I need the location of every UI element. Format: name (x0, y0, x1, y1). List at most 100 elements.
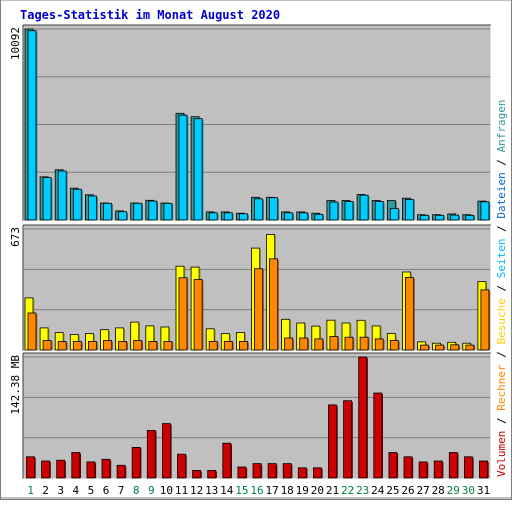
bar-rechner-day-22 (344, 336, 354, 351)
panel-bottom: 142.38 MB (9, 352, 492, 480)
plot-area (23, 353, 491, 479)
bar-dateien-day-15 (238, 213, 248, 221)
bar-volumen-day-23 (358, 356, 368, 479)
vertical-legend: Volumen / Rechner / Besuche / Seiten / D… (495, 99, 508, 477)
bar-rechner-day-29 (450, 344, 460, 351)
plot-area (23, 25, 491, 221)
bar-volumen-day-16 (252, 463, 262, 479)
bar-rechner-day-26 (404, 277, 414, 351)
x-tick-label-day-18: 18 (281, 484, 294, 497)
bar-volumen-day-21 (328, 404, 337, 479)
x-tick-label-day-7: 7 (118, 484, 125, 497)
x-tick-label-day-14: 14 (220, 484, 234, 497)
bar-dateien-day-28 (435, 214, 445, 221)
legend-separator: / (495, 278, 508, 298)
bar-rechner-day-1 (27, 312, 37, 351)
x-tick-label-day-30: 30 (462, 484, 475, 497)
bar-volumen-day-19 (297, 467, 307, 479)
bar-dateien-day-3 (57, 170, 67, 221)
legend-entry-anfragen: Anfragen (495, 99, 508, 152)
x-tick-label-day-2: 2 (42, 484, 49, 497)
bar-rechner-day-10 (163, 340, 173, 351)
bar-volumen-day-12 (192, 469, 202, 479)
bar-rechner-day-8 (133, 340, 143, 351)
bar-volumen-day-30 (463, 456, 473, 479)
bar-rechner-day-16 (254, 268, 263, 351)
legend-separator: / (495, 345, 508, 365)
x-axis: 1 2 3 4 5 6 7 8 9 10 11 12 13 14 15 16 17 18 19 20 21 22 23 24 2… (27, 484, 490, 497)
bar-rechner-day-25 (389, 340, 399, 351)
x-tick-label-day-8: 8 (133, 484, 140, 497)
bar-rechner-day-7 (118, 340, 127, 351)
bar-dateien-day-17 (269, 197, 278, 221)
bar-rechner-day-28 (435, 344, 445, 351)
bar-volumen-day-28 (433, 460, 443, 479)
bar-dateien-day-13 (208, 212, 218, 221)
x-tick-label-day-27: 27 (416, 484, 429, 497)
bar-dateien-day-24 (374, 201, 384, 221)
x-tick-label-day-10: 10 (160, 484, 173, 497)
x-tick-label-day-11: 11 (175, 484, 188, 497)
bar-dateien-day-8 (133, 202, 143, 221)
y-max-label: 673 (9, 227, 22, 247)
bar-dateien-day-25 (389, 208, 399, 221)
bar-volumen-day-6 (101, 458, 111, 479)
bar-volumen-day-13 (207, 469, 217, 479)
x-tick-label-day-12: 12 (190, 484, 203, 497)
bar-volumen-day-20 (312, 467, 322, 479)
x-tick-label-day-28: 28 (432, 484, 445, 497)
bar-volumen-day-15 (237, 466, 247, 479)
bar-rechner-day-19 (299, 337, 309, 351)
bar-rechner-day-9 (148, 340, 158, 351)
x-tick-label-day-15: 15 (235, 484, 248, 497)
bar-volumen-day-2 (41, 460, 50, 479)
x-tick-label-day-4: 4 (72, 484, 79, 497)
bar-rechner-day-30 (465, 344, 475, 351)
x-tick-label-day-13: 13 (205, 484, 218, 497)
legend-entry-dateien: Dateien (495, 172, 508, 218)
bar-rechner-day-5 (88, 340, 97, 351)
bar-volumen-day-18 (282, 463, 292, 479)
x-tick-label-day-26: 26 (401, 484, 414, 497)
bar-volumen-day-24 (373, 392, 383, 479)
legend-text: Volumen / Rechner / Besuche / Seiten / D… (495, 99, 508, 477)
bar-rechner-day-6 (103, 340, 112, 351)
bar-volumen-day-11 (177, 453, 186, 479)
chart-panels: 10092 673 142.38 MB (9, 24, 492, 480)
panel-middle: 673 (9, 224, 492, 352)
bar-dateien-day-2 (42, 177, 52, 221)
bar-volumen-day-5 (86, 461, 96, 479)
bar-dateien-day-4 (72, 188, 82, 221)
bar-volumen-day-25 (388, 452, 398, 479)
bar-rechner-day-20 (314, 338, 324, 351)
bar-volumen-day-22 (343, 400, 353, 479)
bar-rechner-day-15 (238, 340, 248, 351)
bar-volumen-day-27 (418, 461, 428, 479)
legend-entry-rechner: Rechner (495, 364, 508, 411)
y-max-label: 142.38 MB (9, 355, 22, 415)
bar-volumen-day-1 (26, 456, 35, 479)
bar-dateien-day-23 (359, 194, 369, 221)
x-tick-label-day-23: 23 (356, 484, 369, 497)
bar-volumen-day-17 (267, 463, 277, 479)
bar-dateien-day-16 (254, 198, 263, 221)
bar-rechner-day-24 (374, 338, 384, 351)
x-tick-label-day-17: 17 (265, 484, 278, 497)
bar-rechner-day-21 (329, 336, 339, 351)
x-tick-label-day-9: 9 (148, 484, 155, 497)
bar-volumen-day-31 (479, 460, 488, 479)
legend-entry-besuche: Besuche (495, 298, 508, 344)
bar-volumen-day-3 (56, 459, 66, 479)
x-tick-label-day-5: 5 (88, 484, 95, 497)
bar-dateien-day-22 (344, 201, 354, 221)
bar-rechner-day-11 (178, 277, 188, 351)
panel-top: 10092 (9, 24, 492, 222)
bar-volumen-day-8 (131, 446, 141, 479)
x-tick-label-day-22: 22 (341, 484, 354, 497)
bar-rechner-day-31 (480, 289, 490, 351)
bar-rechner-day-27 (420, 344, 429, 351)
bar-volumen-day-10 (161, 423, 171, 479)
y-max-label: 10092 (9, 27, 22, 60)
